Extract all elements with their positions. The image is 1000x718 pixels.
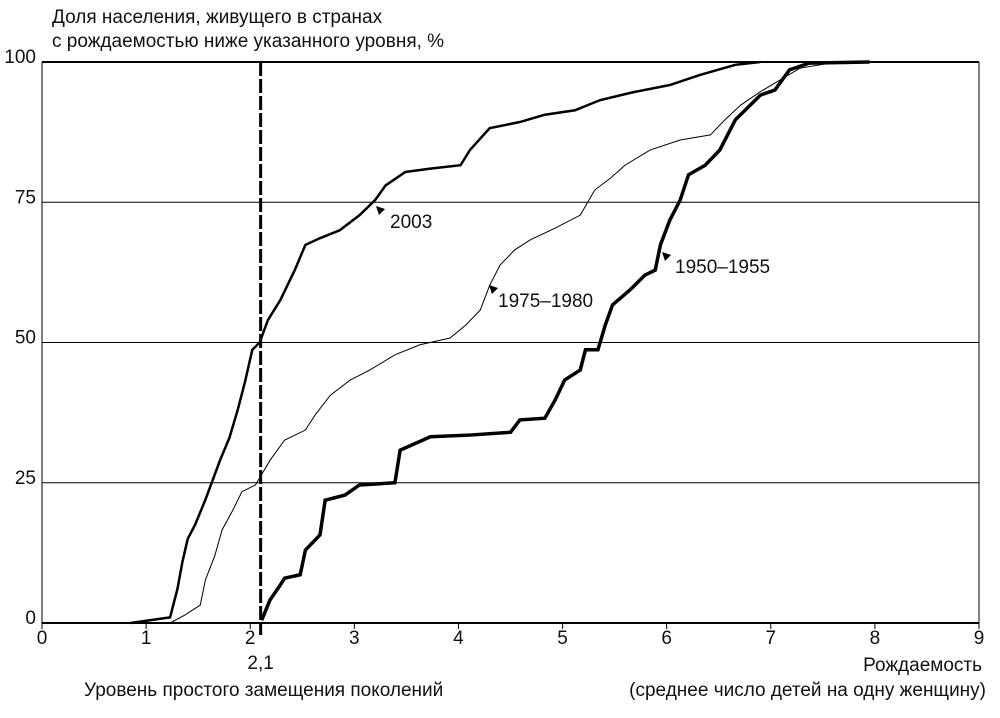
reference-label: 2,1 — [247, 653, 273, 674]
series-line — [169, 61, 870, 624]
y-axis-title: Доля населения, живущего в странах — [52, 7, 383, 28]
y-tick-label: 0 — [25, 608, 36, 629]
x-tick-label: 3 — [349, 628, 360, 649]
x-tick-label: 6 — [661, 628, 672, 649]
x-tick-label: 1 — [141, 628, 152, 649]
series-label: 1950–1955 — [675, 257, 770, 278]
annotation-arrow — [489, 285, 498, 294]
x-tick-label: 2 — [245, 628, 256, 649]
y-tick-label: 25 — [15, 468, 36, 489]
x-tick-label: 0 — [37, 628, 48, 649]
series-line — [130, 60, 761, 625]
series-label: 2003 — [390, 212, 432, 233]
x-tick-label: 4 — [453, 628, 464, 649]
x-tick-label: 5 — [557, 628, 568, 649]
series-line — [260, 60, 870, 621]
y-tick-label: 100 — [4, 47, 36, 68]
y-tick-label: 50 — [15, 328, 36, 349]
y-axis-title: с рождаемостью ниже указанного уровня, % — [52, 31, 444, 52]
y-tick-label: 75 — [15, 187, 36, 208]
series-label: 1975–1980 — [498, 291, 593, 312]
x-axis-title: (среднее число детей на одну женщину) — [629, 680, 986, 701]
x-tick-label: 8 — [870, 628, 881, 649]
x-tick-label: 9 — [974, 628, 985, 649]
x-axis-title: Рождаемость — [863, 655, 982, 676]
annotation-arrow — [662, 252, 671, 261]
annotation-arrow — [376, 206, 385, 215]
reference-text: Уровень простого замещения поколений — [84, 680, 443, 701]
x-tick-label: 7 — [765, 628, 776, 649]
